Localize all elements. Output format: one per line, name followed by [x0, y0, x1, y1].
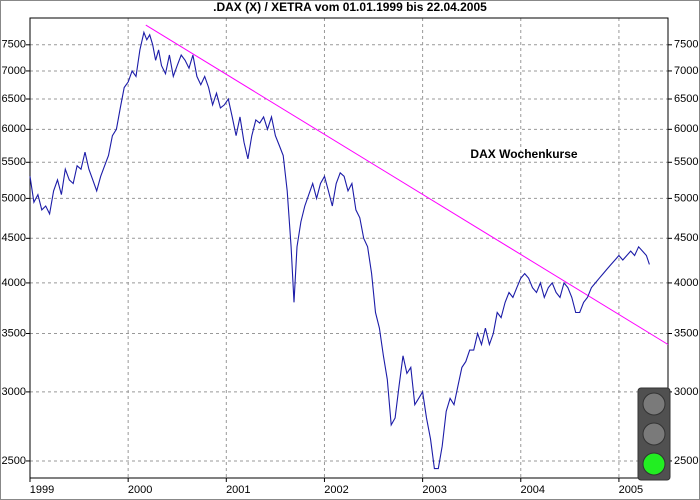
light-off	[642, 422, 666, 446]
y-tick-label: 5000	[2, 192, 26, 204]
y2-tick-label: 3000	[674, 386, 698, 398]
y-tick-label: 2500	[2, 455, 26, 467]
y2-tick-label: 3500	[674, 327, 698, 339]
y-tick-label: 7000	[2, 65, 26, 77]
plot-border	[29, 17, 669, 479]
traffic-light	[637, 387, 671, 481]
chart-title: .DAX (X) / XETRA vom 01.01.1999 bis 22.0…	[213, 0, 487, 14]
y-tick-label: 4000	[2, 277, 26, 289]
y2-tick-label: 2500	[674, 455, 698, 467]
x-tick-label: 1999	[30, 484, 54, 496]
y2-tick-label: 4000	[674, 277, 698, 289]
annotation: DAX Wochenkurse	[470, 147, 577, 161]
y-tick-label: 6500	[2, 93, 26, 105]
price-line	[29, 30, 650, 470]
y2-tick-label: 6000	[674, 123, 698, 135]
y2-tick-label: 5000	[674, 192, 698, 204]
y2-tick-label: 5500	[674, 156, 698, 168]
y-tick-label: 6000	[2, 123, 26, 135]
y-tick-label: 3000	[2, 386, 26, 398]
x-tick-label: 2003	[422, 484, 446, 496]
x-tick-label: 2001	[226, 484, 250, 496]
y2-tick-label: 7500	[674, 39, 698, 51]
x-tick-label: 2004	[521, 484, 545, 496]
y2-tick-label: 4500	[674, 232, 698, 244]
x-tick-label: 2002	[324, 484, 348, 496]
y2-tick-label: 7000	[674, 65, 698, 77]
x-tick-label: 2005	[619, 484, 643, 496]
y-tick-label: 5500	[2, 156, 26, 168]
plot-area	[30, 18, 668, 478]
y-tick-label: 4500	[2, 232, 26, 244]
y-tick-label: 7500	[2, 39, 26, 51]
x-tick-label: 2000	[128, 484, 152, 496]
y2-tick-label: 6500	[674, 93, 698, 105]
light-green	[642, 452, 666, 476]
light-off	[642, 392, 666, 416]
y-tick-label: 3500	[2, 327, 26, 339]
trend-line	[145, 24, 669, 345]
